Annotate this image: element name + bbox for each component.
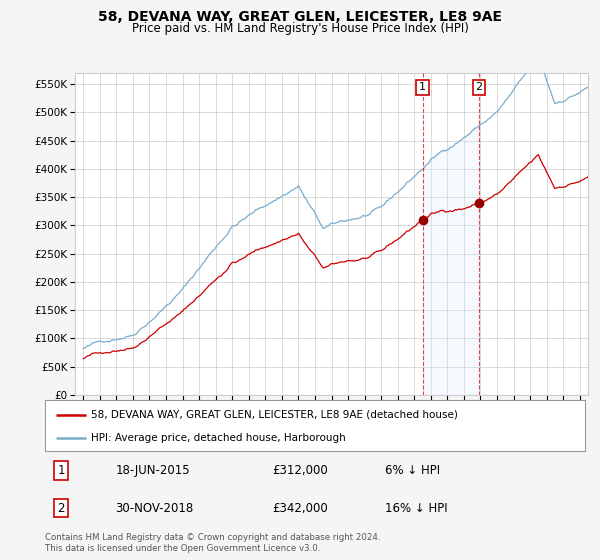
Text: 1: 1 (419, 82, 426, 92)
Text: £342,000: £342,000 (272, 502, 328, 515)
Text: Price paid vs. HM Land Registry's House Price Index (HPI): Price paid vs. HM Land Registry's House … (131, 22, 469, 35)
Text: HPI: Average price, detached house, Harborough: HPI: Average price, detached house, Harb… (91, 433, 346, 443)
Text: Contains HM Land Registry data © Crown copyright and database right 2024.
This d: Contains HM Land Registry data © Crown c… (45, 533, 380, 553)
Text: 18-JUN-2015: 18-JUN-2015 (115, 464, 190, 477)
Text: 2: 2 (58, 502, 65, 515)
Text: 58, DEVANA WAY, GREAT GLEN, LEICESTER, LE8 9AE (detached house): 58, DEVANA WAY, GREAT GLEN, LEICESTER, L… (91, 409, 458, 419)
Text: 30-NOV-2018: 30-NOV-2018 (115, 502, 193, 515)
Text: 58, DEVANA WAY, GREAT GLEN, LEICESTER, LE8 9AE: 58, DEVANA WAY, GREAT GLEN, LEICESTER, L… (98, 10, 502, 24)
Text: 16% ↓ HPI: 16% ↓ HPI (385, 502, 448, 515)
Text: 6% ↓ HPI: 6% ↓ HPI (385, 464, 440, 477)
Text: 1: 1 (58, 464, 65, 477)
Text: £312,000: £312,000 (272, 464, 328, 477)
Text: 2: 2 (476, 82, 482, 92)
